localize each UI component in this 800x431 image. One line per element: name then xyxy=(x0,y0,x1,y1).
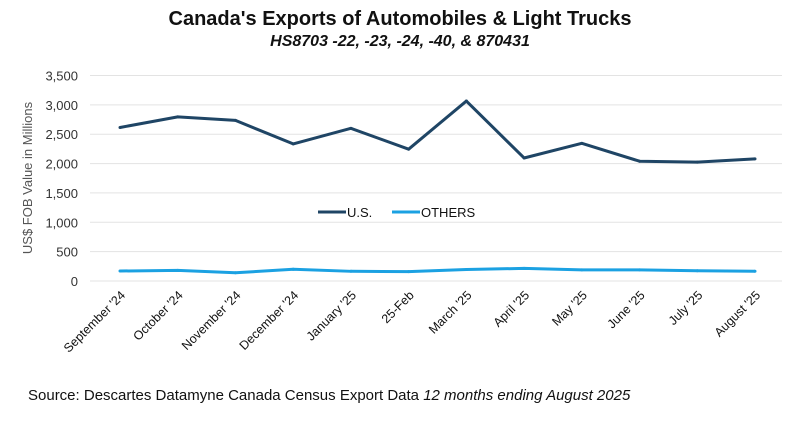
data-point xyxy=(118,269,122,273)
x-tick-label: October '24 xyxy=(131,288,186,343)
data-point xyxy=(464,99,468,103)
legend-label: U.S. xyxy=(347,205,372,220)
data-point xyxy=(695,269,699,273)
x-tick-label: September '24 xyxy=(61,288,128,355)
x-tick-label: 25-Feb xyxy=(379,288,417,326)
legend-label: OTHERS xyxy=(421,205,476,220)
data-point xyxy=(580,268,584,272)
source-period: 12 months ending August 2025 xyxy=(423,387,631,404)
y-tick-label: 0 xyxy=(71,274,78,289)
y-axis-label: US$ FOB Value in Millions xyxy=(20,101,35,254)
data-point xyxy=(522,156,526,160)
chart-subtitle: HS8703 -22, -23, -24, -40, & 870431 xyxy=(270,33,530,50)
y-tick-label: 500 xyxy=(56,245,78,260)
data-point xyxy=(638,268,642,272)
x-tick-label: December '24 xyxy=(237,288,302,353)
data-point xyxy=(580,141,584,145)
x-tick-label: April '25 xyxy=(491,288,533,330)
y-tick-label: 3,000 xyxy=(45,98,78,113)
y-tick-label: 2,500 xyxy=(45,127,78,142)
x-tick-label: November '24 xyxy=(179,288,244,353)
data-point xyxy=(695,160,699,164)
data-point xyxy=(291,267,295,271)
y-tick-label: 1,500 xyxy=(45,186,78,201)
chart-title: Canada's Exports of Automobiles & Light … xyxy=(168,8,632,30)
data-point xyxy=(233,271,237,275)
data-point xyxy=(638,159,642,163)
data-point xyxy=(407,147,411,151)
x-tick-label: June '25 xyxy=(605,288,648,331)
x-tick-label: July '25 xyxy=(666,288,706,328)
data-point xyxy=(118,125,122,129)
data-point xyxy=(349,269,353,273)
data-point xyxy=(407,270,411,274)
source-text: Source: Descartes Datamyne Canada Census… xyxy=(28,387,424,404)
data-point xyxy=(753,269,757,273)
data-point xyxy=(233,118,237,122)
data-point xyxy=(176,115,180,119)
series-line-others xyxy=(119,266,756,275)
source-note: Source: Descartes Datamyne Canada Census… xyxy=(28,387,630,404)
data-point xyxy=(291,142,295,146)
y-tick-label: 1,000 xyxy=(45,215,78,230)
x-tick-label: March '25 xyxy=(426,288,474,336)
data-point xyxy=(522,266,526,270)
series-line-us xyxy=(119,99,756,164)
x-tick-label: August '25 xyxy=(712,288,763,339)
data-point xyxy=(349,126,353,130)
y-tick-label: 2,000 xyxy=(45,157,78,172)
x-tick-label: January '25 xyxy=(304,288,359,343)
data-point xyxy=(753,157,757,161)
x-tick-label: May '25 xyxy=(549,288,590,329)
data-point xyxy=(176,268,180,272)
y-tick-label: 3,500 xyxy=(45,69,78,84)
data-point xyxy=(464,268,468,272)
